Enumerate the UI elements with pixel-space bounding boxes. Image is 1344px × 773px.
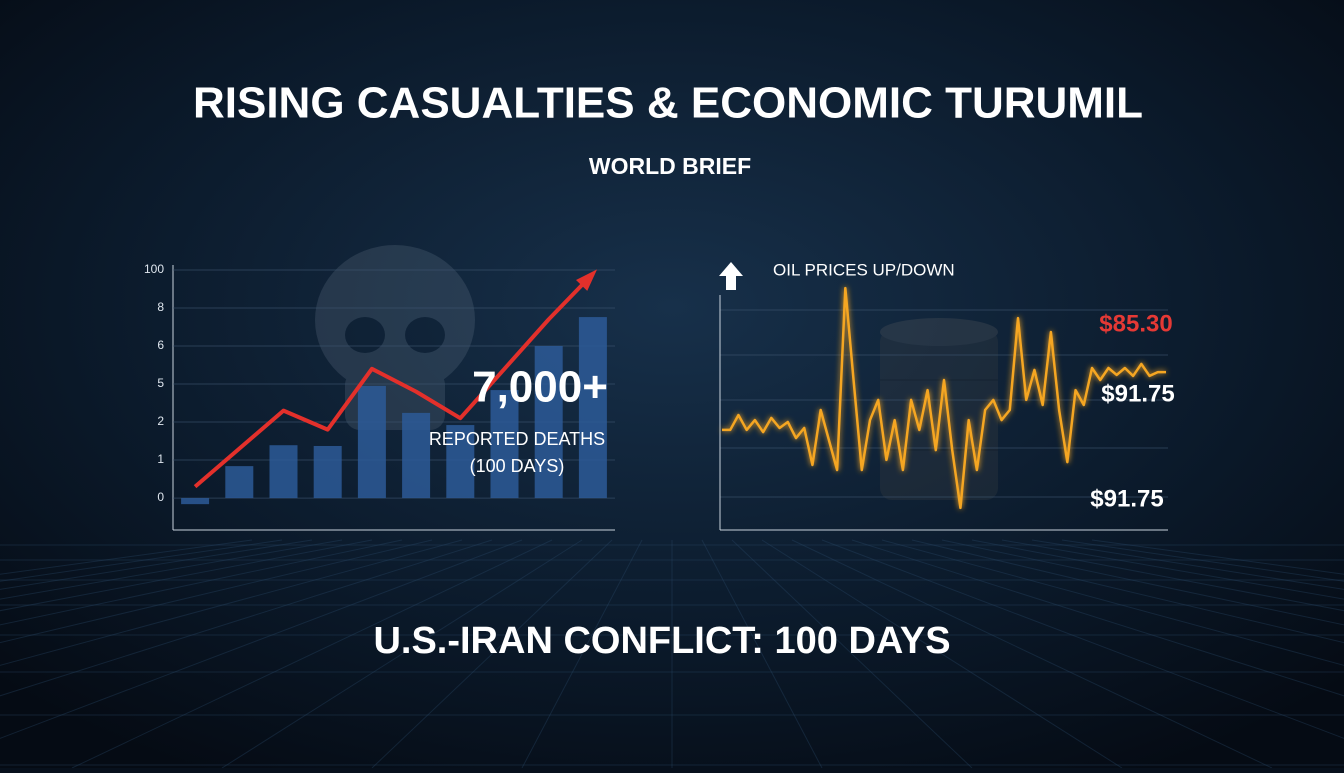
- floor-line: [1031, 539, 1344, 590]
- annotation: REPORTED DEATHS: [429, 429, 605, 449]
- floor-line: [521, 539, 643, 769]
- annotation: 7,000+: [472, 363, 608, 412]
- up-arrow-icon: [719, 262, 743, 290]
- y-tick-label: 6: [157, 338, 164, 352]
- price-label: $91.75: [1101, 380, 1174, 407]
- bar: [490, 390, 519, 499]
- bar: [225, 466, 254, 499]
- floor-line: [0, 539, 373, 612]
- price-label: $91.75: [1090, 485, 1163, 512]
- bar: [402, 412, 431, 499]
- floor-line: [0, 539, 523, 739]
- bar: [357, 385, 386, 499]
- floor-line: [0, 539, 493, 697]
- floor-line: [0, 539, 283, 582]
- trend-arrowhead: [575, 269, 598, 291]
- floor-line: [71, 539, 553, 769]
- floor-line: [761, 539, 1123, 769]
- bar: [578, 317, 607, 499]
- oil-grid: [720, 309, 1168, 498]
- skull-watermark: [315, 245, 475, 430]
- bar: [534, 345, 563, 499]
- trend-line: [193, 272, 595, 489]
- floor-line: [851, 539, 1344, 697]
- footer-title: U.S.-IRAN CONFLICT: 100 DAYS: [373, 620, 950, 662]
- oil-title: OIL PRICES UP/DOWN: [773, 260, 955, 279]
- y-tick-label: 100: [144, 262, 164, 276]
- page-subtitle: WORLD BRIEF: [589, 153, 751, 179]
- floor-line: [941, 539, 1344, 626]
- annotation: (100 DAYS): [470, 456, 565, 476]
- floor-line: [701, 539, 823, 769]
- floor-line: [881, 539, 1344, 666]
- y-tick-label: 8: [157, 300, 164, 314]
- floor-line: [731, 539, 973, 769]
- y-tick-label: 2: [157, 414, 164, 428]
- bar: [181, 498, 210, 505]
- floor-line: [221, 539, 583, 769]
- floor-line: [791, 539, 1273, 769]
- y-tick-label: 1: [157, 452, 164, 466]
- bar: [313, 445, 342, 499]
- y-tick-label: 0: [157, 490, 164, 504]
- price-label: $85.30: [1099, 310, 1172, 337]
- floor-line: [0, 539, 463, 666]
- floor-line: [0, 539, 313, 590]
- y-tick-label: 5: [157, 376, 164, 390]
- bar: [269, 445, 298, 499]
- floor-line: [1001, 539, 1344, 600]
- floor-line: [971, 539, 1344, 612]
- floor-line: [0, 539, 433, 644]
- floor-line: [911, 539, 1344, 644]
- oil-line: [722, 286, 1166, 510]
- barrel-watermark: [880, 318, 998, 500]
- page-title: RISING CASUALTIES & ECONOMIC TURUMIL: [193, 79, 1143, 128]
- floor-line: [0, 539, 403, 626]
- floor-line: [1061, 539, 1344, 582]
- bar: [446, 425, 475, 499]
- floor-line: [821, 539, 1344, 739]
- floor-line: [371, 539, 613, 769]
- floor-line: [0, 539, 343, 600]
